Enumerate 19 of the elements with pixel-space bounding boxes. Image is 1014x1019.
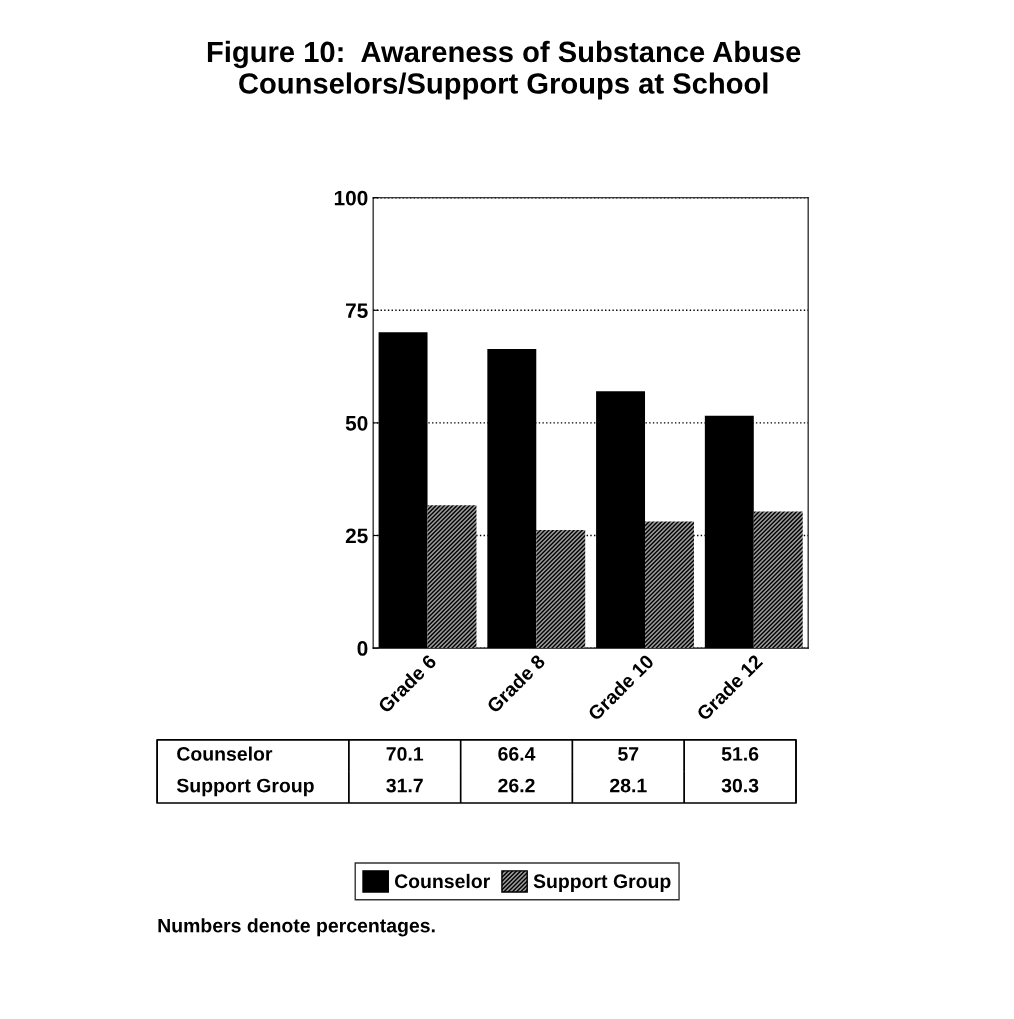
legend-label: Counselor (177, 746, 273, 761)
text: Counselor (394, 873, 490, 889)
data-label: 30.3 (721, 778, 759, 793)
data-label: 51.6 (721, 747, 759, 761)
y-tick-label: 50 (345, 415, 368, 431)
y-tick-label: 0 (357, 641, 368, 656)
data-label: 66.4 (498, 747, 536, 761)
data-label: 31.7 (386, 778, 423, 793)
y-tick-label: 75 (346, 303, 368, 319)
y-tick-label: 100 (334, 190, 368, 206)
data-label: 28.1 (610, 778, 647, 793)
text: Numbers denote percentages. (158, 918, 435, 937)
legend-label: Support Group (533, 874, 671, 892)
y-tick-label: 25 (345, 528, 368, 544)
data-label: 70.1 (386, 747, 424, 761)
data-label: 57 (618, 747, 639, 761)
text: Support Group (176, 778, 314, 797)
chart-title: Figure 10: Awareness of Substance Abuse Counselors/Support Groups at School (207, 40, 801, 100)
data-label: 26.2 (498, 778, 535, 793)
